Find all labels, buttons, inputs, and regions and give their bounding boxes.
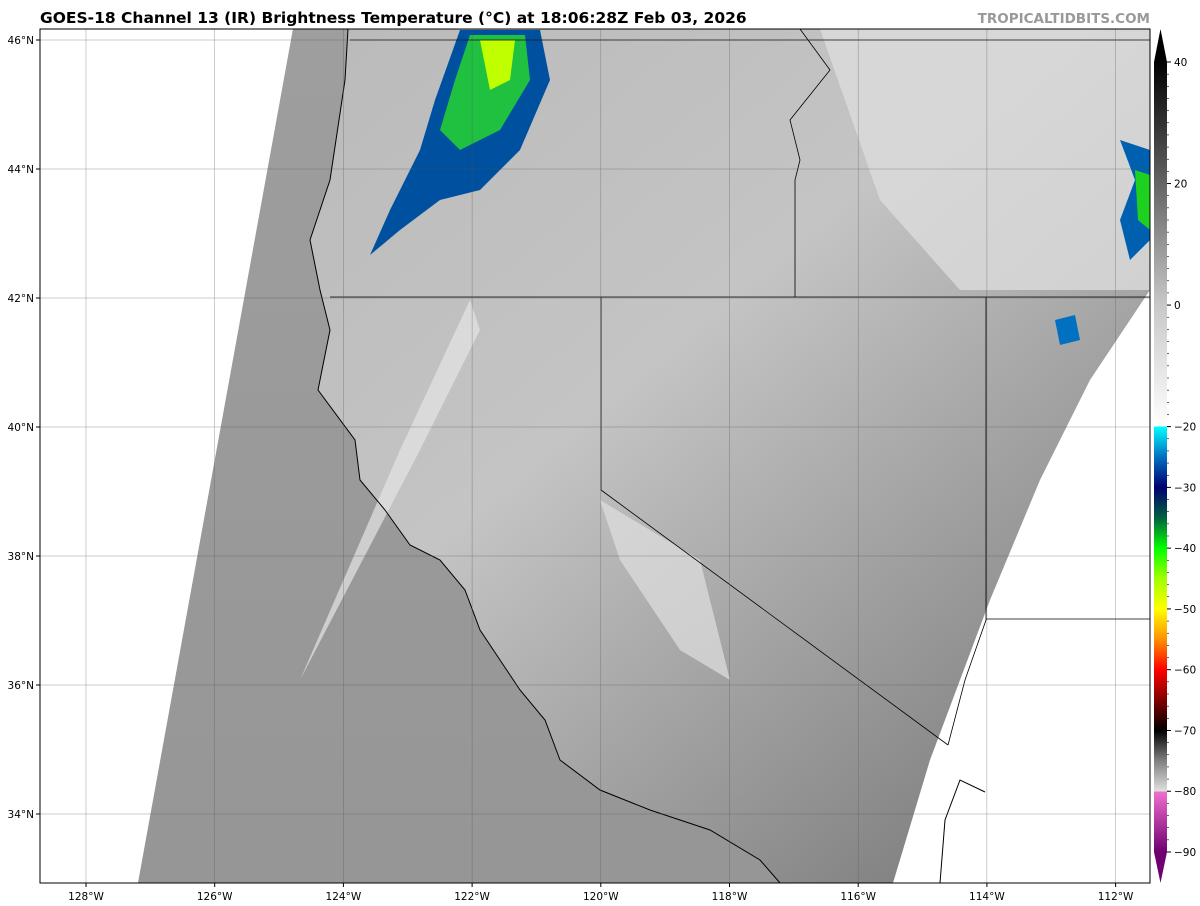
colorbar-label: −60 — [1174, 665, 1196, 677]
colorbar-label: −70 — [1174, 725, 1196, 737]
colorbar-max-arrow — [1154, 29, 1167, 62]
cloud-area — [820, 29, 1150, 290]
lon-label: 126°W — [197, 891, 233, 903]
cloud-streak — [600, 500, 730, 680]
map-title: GOES-18 Channel 13 (IR) Brightness Tempe… — [40, 9, 747, 27]
cold-cloud — [1135, 170, 1150, 230]
lon-label: 122°W — [454, 891, 490, 903]
lat-label: 36°N — [8, 680, 34, 692]
colorbar-label: 40 — [1174, 57, 1187, 69]
colorbar-label: 0 — [1174, 300, 1181, 312]
ocean-area — [138, 29, 780, 883]
colorbar-label: −30 — [1174, 482, 1196, 494]
lat-label: 46°N — [8, 35, 34, 47]
coastline — [309, 29, 781, 883]
lat-label: 44°N — [8, 164, 34, 176]
longitude-axis: 128°W 126°W 124°W 122°W 120°W 118°W 116°W 114°W… — [68, 883, 1134, 903]
colorbar-label: −20 — [1174, 422, 1196, 434]
lat-label: 38°N — [8, 551, 34, 563]
gulf-of-california-coast — [939, 779, 986, 883]
colorbar-label: −40 — [1174, 543, 1196, 555]
lon-label: 116°W — [840, 891, 876, 903]
colorbar-label: −80 — [1174, 786, 1196, 798]
cold-cloud — [480, 40, 515, 90]
lon-label: 114°W — [969, 891, 1005, 903]
cold-cloud — [1120, 140, 1150, 260]
gridlines — [40, 29, 1150, 883]
lat-label: 42°N — [8, 293, 34, 305]
colorbar-label: −50 — [1174, 604, 1196, 616]
cloud-streak — [300, 300, 480, 680]
lon-label: 118°W — [712, 891, 748, 903]
colorbar-label: −90 — [1174, 847, 1196, 859]
lon-label: 124°W — [326, 891, 362, 903]
map-frame — [39, 28, 1151, 884]
colorbar-min-arrow — [1154, 852, 1167, 883]
lat-label: 40°N — [8, 422, 34, 434]
lat-label: 34°N — [8, 809, 34, 821]
colorbar-bar — [1154, 62, 1167, 852]
watermark: TROPICALTIDBITS.COM — [977, 11, 1150, 27]
colorbar-label: 20 — [1174, 179, 1187, 191]
latitude-axis: 46°N 44°N 42°N 40°N 38°N 36°N 34°N — [8, 35, 40, 821]
cold-cloud — [1055, 315, 1080, 345]
colorbar: 40 20 0 −20 −30 −40 −50 −60 −70 −80 −90 — [1154, 29, 1196, 883]
lon-label: 120°W — [583, 891, 619, 903]
lon-label: 112°W — [1098, 891, 1134, 903]
lon-label: 128°W — [68, 891, 104, 903]
